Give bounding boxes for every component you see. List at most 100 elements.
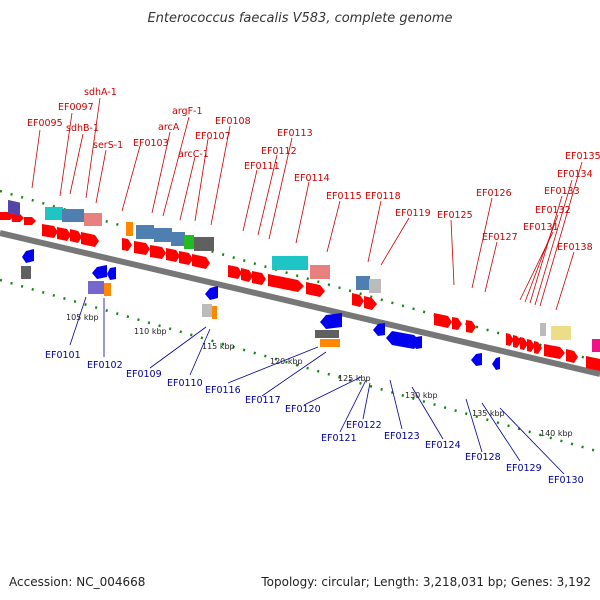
gene-block xyxy=(21,266,31,279)
gene-arrow xyxy=(192,254,210,269)
gene-arrow xyxy=(205,286,218,300)
gene-block xyxy=(272,256,308,270)
gene-arrow xyxy=(268,274,304,292)
gene-label: EF0117 xyxy=(245,395,281,406)
gene-label: EF0108 xyxy=(215,116,251,127)
gene-label: EF0114 xyxy=(294,173,330,184)
gene-label: EF0123 xyxy=(384,431,420,442)
gene-label: EF0102 xyxy=(87,360,123,371)
gene-label: EF0097 xyxy=(58,102,94,113)
gene-label: arcC-1 xyxy=(178,149,209,160)
gene-arrow xyxy=(81,232,99,247)
gene-label: EF0124 xyxy=(425,440,461,451)
tick-label: 110 kbp xyxy=(134,327,167,336)
gene-block xyxy=(45,207,63,220)
gene-label: EF0121 xyxy=(321,433,357,444)
gene-block xyxy=(84,213,102,226)
gene-block xyxy=(88,281,104,294)
gene-arrow xyxy=(434,313,452,328)
gene-arrow xyxy=(179,251,193,265)
gene-arrow xyxy=(513,335,521,348)
gene-arrow xyxy=(492,357,500,370)
gene-block xyxy=(320,339,340,347)
gene-label: EF0138 xyxy=(557,242,593,253)
gene-arrow xyxy=(452,317,462,330)
gene-label: EF0128 xyxy=(465,452,501,463)
gene-block xyxy=(184,235,194,249)
gene-label: EF0115 xyxy=(326,191,362,202)
reverse-genes xyxy=(21,249,500,370)
gene-arrow xyxy=(107,267,116,280)
tick-label: 130 kbp xyxy=(405,391,438,400)
gene-block xyxy=(202,304,212,317)
gene-label: EF0133 xyxy=(544,186,580,197)
gene-arrow xyxy=(466,320,476,333)
gene-arrow xyxy=(373,323,385,336)
gene-arrow xyxy=(0,212,14,220)
gene-label: EF0129 xyxy=(506,463,542,474)
gene-arrow xyxy=(386,331,420,349)
gene-arrow xyxy=(364,296,377,310)
gene-label: EF0135 xyxy=(565,151,600,162)
gene-block xyxy=(315,330,339,338)
gene-arrow xyxy=(92,265,107,279)
gene-label: sdhA-1 xyxy=(84,87,117,98)
gene-arrow xyxy=(586,356,600,371)
topology-text: Topology: circular; Length: 3,218,031 bp… xyxy=(260,575,591,589)
gene-label: EF0126 xyxy=(476,188,512,199)
gene-block xyxy=(8,199,20,216)
tick-label: 140 kbp xyxy=(540,429,573,438)
genome-backbone xyxy=(0,230,600,377)
gene-arrow xyxy=(413,336,422,349)
gene-label: EF0127 xyxy=(482,232,518,243)
gene-label: EF0095 xyxy=(27,118,63,129)
accession-text: Accession: NC_004668 xyxy=(9,575,145,589)
gene-label: EF0132 xyxy=(535,205,571,216)
gene-label: EF0103 xyxy=(133,138,169,149)
gene-arrow xyxy=(471,353,482,366)
gene-arrow xyxy=(534,341,542,354)
gene-arrow xyxy=(506,333,514,346)
gene-block xyxy=(62,209,84,222)
gene-arrow xyxy=(70,229,82,243)
gene-label: EF0130 xyxy=(548,475,584,486)
gene-arrow xyxy=(22,249,34,263)
map-title: Enterococcus faecalis V583, complete gen… xyxy=(147,11,452,26)
gene-block xyxy=(356,276,370,290)
gene-arrow xyxy=(42,224,58,238)
gene-arrow xyxy=(228,265,242,279)
kbp-ticks: 105 kbp 110 kbp 115 kbp 120 kbp 125 kbp … xyxy=(66,313,573,438)
gene-arrow xyxy=(150,245,166,259)
gene-label: EF0122 xyxy=(346,420,382,431)
gene-label: EF0120 xyxy=(285,404,321,415)
gene-label: EF0119 xyxy=(395,208,431,219)
tick-label: 105 kbp xyxy=(66,313,99,322)
gene-label: argF-1 xyxy=(172,106,203,117)
gene-arrow xyxy=(527,339,535,352)
gene-arrow xyxy=(306,282,325,297)
gene-label: EF0131 xyxy=(523,222,559,233)
gene-arrow xyxy=(12,214,24,222)
gene-label: serS-1 xyxy=(93,140,123,151)
gene-arrow xyxy=(122,238,132,251)
gene-arrow xyxy=(520,337,528,350)
gene-arrow xyxy=(166,248,180,262)
gene-arrow xyxy=(320,313,342,329)
gene-arrow xyxy=(566,349,578,363)
gene-block xyxy=(154,228,172,242)
gene-label: EF0109 xyxy=(126,369,162,380)
gene-label: sdhB-1 xyxy=(66,123,99,134)
tick-label: 125 kbp xyxy=(338,374,371,383)
gene-block xyxy=(310,265,330,279)
gene-block xyxy=(104,283,111,296)
gene-arrow xyxy=(544,344,565,359)
gene-block xyxy=(126,222,133,236)
gene-label: arcA xyxy=(158,122,180,133)
gene-block xyxy=(551,326,571,340)
gene-arrow xyxy=(241,268,253,282)
gene-arrow xyxy=(252,271,266,285)
gene-block xyxy=(540,323,546,336)
gene-label: EF0116 xyxy=(205,385,241,396)
forward-genes xyxy=(0,199,600,371)
